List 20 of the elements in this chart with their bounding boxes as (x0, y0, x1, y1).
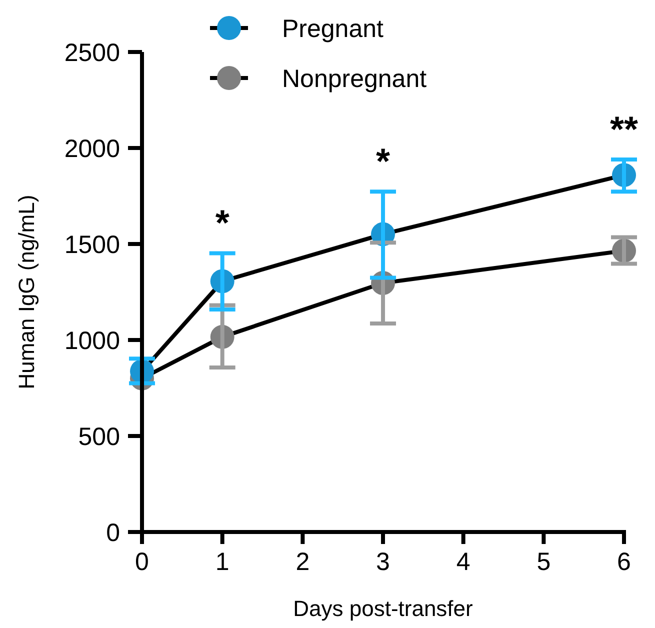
y-tick-label: 2500 (64, 38, 120, 67)
y-axis-title: Human IgG (ng/mL) (14, 194, 39, 390)
x-tick-label: 3 (376, 548, 390, 576)
annotation: ** (610, 108, 638, 150)
y-tick-label: 1000 (64, 326, 120, 355)
legend-label: Nonpregnant (282, 64, 427, 93)
legend-label: Pregnant (282, 14, 384, 43)
y-tick-label: 2000 (64, 134, 120, 163)
y-tick-label: 1500 (64, 230, 120, 259)
x-axis-title: Days post-transfer (293, 596, 473, 621)
x-tick-label: 5 (536, 548, 551, 576)
x-tick-label: 1 (215, 548, 230, 576)
x-tick-label: 6 (617, 548, 631, 576)
y-tick-label: 500 (78, 422, 120, 451)
x-tick-label: 0 (135, 548, 149, 576)
x-tick-label: 2 (296, 548, 310, 576)
x-tick-label: 4 (456, 548, 470, 576)
annotation: * (376, 140, 390, 182)
annotation: * (215, 202, 230, 244)
y-tick-label: 0 (106, 518, 120, 547)
